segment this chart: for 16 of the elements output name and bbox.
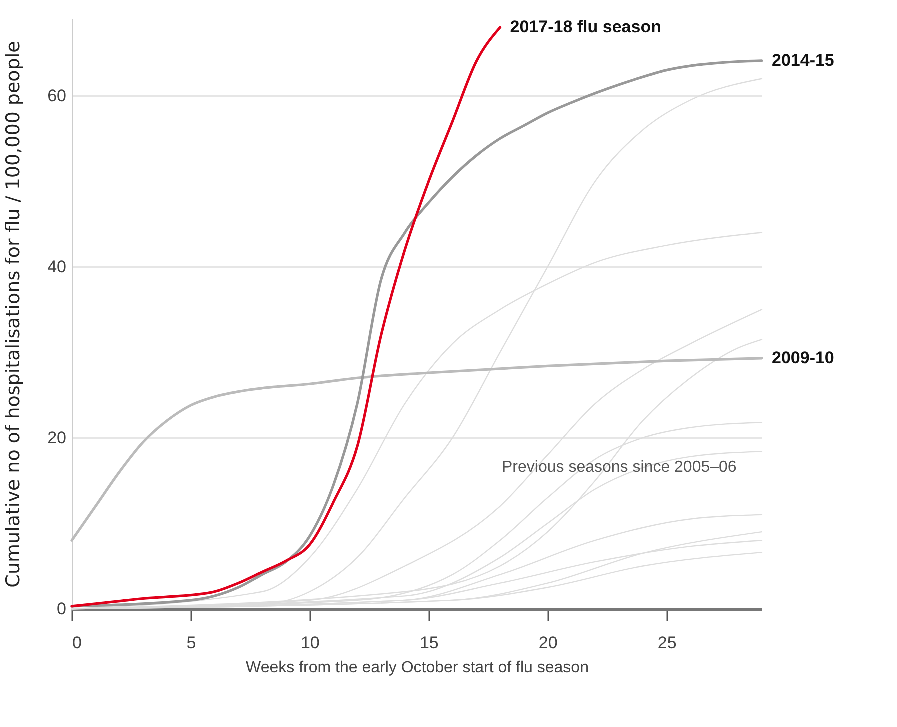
x-tick-label: 20 [538,634,558,652]
x-tick-label: 15 [420,634,439,652]
y-axis-title: Cumulative no of hospitalisations for flu / 100,000 people [2,41,25,588]
series-label: 2009-10 [772,348,834,368]
y-tick-label: 20 [48,428,66,448]
x-axis-title: Weeks from the early October start of flu season [246,660,589,676]
x-tick-label: 10 [300,634,320,652]
series-label: 2014-15 [772,50,834,70]
x-tick-label: 5 [186,634,196,652]
series-label: 2017-18 flu season [510,18,662,37]
annotation: Previous seasons since 2005–06 [502,459,737,476]
y-tick-label: 40 [48,257,66,276]
x-tick-label: 25 [658,634,677,652]
y-tick-label: 0 [57,600,66,618]
x-tick-label: 0 [72,634,82,652]
y-tick-label: 60 [48,86,66,106]
